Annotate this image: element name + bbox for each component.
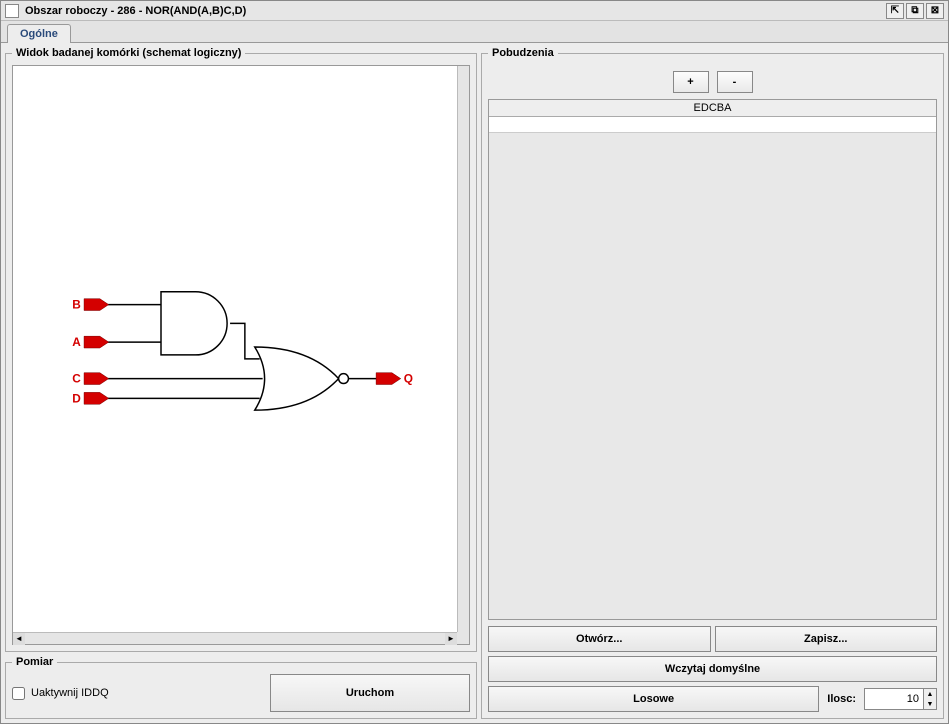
tabbar: Ogólne: [1, 21, 948, 43]
iddq-checkbox[interactable]: [12, 687, 25, 700]
open-button[interactable]: Otwórz...: [488, 626, 711, 652]
schematic-legend: Widok badanej komórki (schemat logiczny): [12, 47, 245, 59]
scroll-corner: [457, 632, 469, 644]
input-port-d: D: [72, 391, 109, 405]
window-controls: ⇱ ⧉ ⊠: [886, 3, 944, 19]
logic-diagram-svg: B A C: [13, 66, 457, 632]
pobudzenia-legend: Pobudzenia: [488, 47, 558, 59]
right-column: Pobudzenia + - EDCBA Otwórz... Zapisz...: [481, 47, 944, 719]
scroll-right-icon[interactable]: ►: [445, 633, 457, 645]
svg-text:D: D: [72, 391, 81, 405]
nor-gate: [255, 347, 349, 410]
schematic-canvas: B A C: [13, 66, 457, 632]
close-icon[interactable]: ⊠: [926, 3, 944, 19]
random-row: Losowe Ilosc: ▲ ▼: [488, 686, 937, 712]
table-body: [489, 117, 936, 619]
pomiar-fieldset: Pomiar Uaktywnij IDDQ Uruchom: [5, 656, 477, 719]
input-port-c: C: [72, 372, 109, 386]
maximize-icon[interactable]: ⧉: [906, 3, 924, 19]
count-spinner[interactable]: ▲ ▼: [864, 688, 937, 710]
vertical-scrollbar[interactable]: [457, 66, 469, 632]
svg-text:B: B: [72, 298, 81, 312]
schematic-viewport: B A C: [12, 65, 470, 645]
app-icon: [5, 4, 19, 18]
iddq-checkbox-label[interactable]: Uaktywnij IDDQ: [12, 687, 258, 700]
scroll-left-icon[interactable]: ◄: [13, 633, 25, 645]
load-default-button[interactable]: Wczytaj domyślne: [488, 656, 937, 682]
pomiar-legend: Pomiar: [12, 656, 57, 668]
file-buttons-row: Otwórz... Zapisz...: [488, 626, 937, 652]
random-button[interactable]: Losowe: [488, 686, 819, 712]
input-port-a: A: [72, 335, 109, 349]
input-port-b: B: [72, 298, 109, 312]
run-button[interactable]: Uruchom: [270, 674, 470, 712]
table-row[interactable]: [489, 117, 936, 133]
count-label: Ilosc:: [827, 693, 856, 705]
schematic-fieldset: Widok badanej komórki (schemat logiczny): [5, 47, 477, 652]
main-window: Obszar roboczy - 286 - NOR(AND(A,B)C,D) …: [0, 0, 949, 724]
content-area: Widok badanej komórki (schemat logiczny): [1, 43, 948, 723]
window-title: Obszar roboczy - 286 - NOR(AND(A,B)C,D): [25, 5, 886, 17]
output-port-q: Q: [376, 372, 413, 386]
default-row: Wczytaj domyślne: [488, 656, 937, 682]
left-column: Widok badanej komórki (schemat logiczny): [5, 47, 477, 719]
minimize-icon[interactable]: ⇱: [886, 3, 904, 19]
save-button[interactable]: Zapisz...: [715, 626, 938, 652]
spinner-down-icon[interactable]: ▼: [924, 699, 936, 709]
horizontal-scrollbar[interactable]: ◄ ►: [13, 632, 457, 644]
iddq-label-text: Uaktywnij IDDQ: [31, 687, 109, 699]
svg-text:C: C: [72, 372, 81, 386]
tab-general[interactable]: Ogólne: [7, 24, 71, 43]
and-gate: [161, 292, 227, 355]
pobudzenia-fieldset: Pobudzenia + - EDCBA Otwórz... Zapisz...: [481, 47, 944, 719]
svg-text:A: A: [72, 335, 81, 349]
stimuli-table: EDCBA: [488, 99, 937, 620]
spinner-up-icon[interactable]: ▲: [924, 689, 936, 699]
remove-row-button[interactable]: -: [717, 71, 753, 93]
table-header: EDCBA: [489, 100, 936, 117]
titlebar: Obszar roboczy - 286 - NOR(AND(A,B)C,D) …: [1, 1, 948, 21]
svg-text:Q: Q: [404, 372, 413, 386]
count-input[interactable]: [864, 688, 924, 710]
add-row-button[interactable]: +: [673, 71, 709, 93]
